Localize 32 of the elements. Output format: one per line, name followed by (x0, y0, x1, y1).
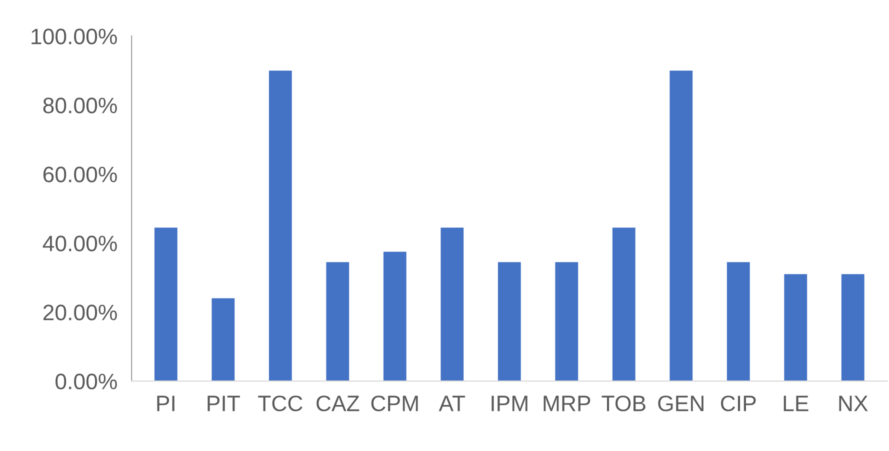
x-tick-label: GEN (658, 396, 704, 412)
bar (383, 252, 406, 382)
y-tick-label: 20.00% (43, 304, 117, 320)
bar (268, 70, 292, 382)
bar (326, 262, 350, 382)
x-tick-label: IPM (492, 396, 528, 412)
bar (212, 298, 235, 382)
bar (555, 262, 578, 382)
x-tick-label: MRP (544, 396, 590, 412)
y-tick-label: 60.00% (43, 166, 117, 182)
bar (726, 262, 750, 382)
x-tick-label: CAZ (316, 396, 360, 412)
bar (612, 228, 636, 382)
y-tick-label: 0.00% (56, 374, 117, 390)
x-tick-label: TCC (258, 396, 302, 412)
bar (841, 274, 864, 382)
x-tick-label: PI (157, 396, 174, 412)
bar (440, 228, 464, 382)
y-tick-label: 40.00% (42, 236, 117, 252)
bar (498, 262, 521, 382)
x-tick-label: PIT (208, 396, 240, 412)
y-tick-label: 100.00% (32, 28, 117, 44)
bar (154, 228, 178, 382)
x-tick-label: NX (839, 396, 868, 412)
x-tick-label: CIP (720, 396, 756, 412)
x-tick-label: AT (438, 396, 466, 412)
x-tick-label: TOB (602, 396, 646, 412)
x-tick-label: LE (784, 396, 808, 412)
bar (670, 70, 693, 382)
bar (784, 274, 808, 382)
y-tick-label: 80.00% (43, 98, 117, 114)
x-tick-label: CPM (371, 396, 418, 412)
